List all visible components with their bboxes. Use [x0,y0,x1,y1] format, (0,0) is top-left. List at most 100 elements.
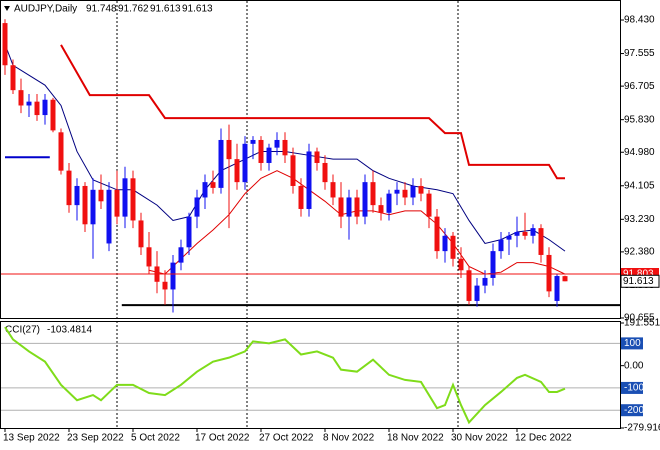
x-tick-label: 23 Sep 2022 [67,433,124,444]
candle-body [506,235,512,240]
candle-body [138,220,144,248]
candle-body [322,162,328,183]
y-tick-label: 93.230 [624,214,655,225]
y-tick-label: 96.705 [624,81,655,92]
candle-body [538,228,544,255]
bid-label: 91.613 [623,276,654,287]
header-close: 91.613 [182,4,213,15]
candle-body [522,231,528,236]
header-high: 91.762 [118,4,149,15]
x-tick-label: 12 Dec 2022 [515,433,572,444]
header-low: 91.613 [150,4,181,15]
candle-body [186,216,192,248]
candle-body [122,178,128,217]
candle-body [450,235,456,259]
candle-body [90,189,96,225]
y-tick-label: -100 [624,383,644,394]
candle-body [50,99,56,131]
y-tick-label: 98.430 [624,15,655,26]
y-tick-label: 191.5512 [624,318,660,329]
x-tick-label: 5 Oct 2022 [131,433,180,444]
candle-body [210,182,216,188]
candle-body [258,139,264,163]
candle-body [2,23,8,66]
x-tick-label: 18 Nov 2022 [387,433,444,444]
candle-body [426,193,432,217]
candle-body [74,185,80,206]
candle-body [474,285,480,301]
candle-body [226,139,232,160]
candle-body [354,197,360,217]
candle-body [362,182,368,217]
candle-body [546,254,552,292]
y-tick-label: 90.655 [624,313,655,324]
y-tick-label: 97.555 [624,48,655,59]
candle-body [18,90,24,106]
candle-body [250,139,256,144]
candle-body [106,189,112,244]
candle-body [202,182,208,198]
x-tick-label: 17 Oct 2022 [195,433,250,444]
candle-body [482,277,488,286]
candle-body [418,185,424,194]
header-open: 91.748 [86,4,117,15]
candle-body [346,197,352,217]
candle-body [82,185,88,225]
x-tick-label: 13 Sep 2022 [3,433,60,444]
candle-body [386,193,392,213]
candle-body [290,155,296,186]
candle-body [402,189,408,198]
candle-body [170,262,176,290]
y-tick-label: -200 [624,405,644,416]
candle-body [466,270,472,301]
candle-body [194,197,200,217]
price-label: 91.803 [623,269,654,280]
candle-body [218,139,224,188]
y-tick-label: 95.830 [624,114,655,125]
symbol-title: AUDJPY,Daily [14,4,77,15]
y-tick-label: 0.00 [624,360,644,371]
candle-body [378,205,384,213]
level-label-box [621,404,643,417]
candle-body [130,178,136,221]
candle-body [458,258,464,271]
candle-body [554,276,560,301]
main-frame [0,0,621,319]
candle-body [146,247,152,267]
candle-body [58,132,64,171]
candle-body [114,189,120,217]
cci-frame [0,321,621,429]
candle-body [442,235,448,252]
candle-body [490,251,496,278]
x-tick-label: 27 Oct 2022 [259,433,314,444]
candle-body [10,65,16,91]
candle-body [530,228,536,236]
y-tick-label: 100 [624,338,641,349]
candle-body [234,159,240,183]
candle-body [370,182,376,206]
x-tick-label: 30 Nov 2022 [451,433,508,444]
candle-body [394,189,400,194]
level-label-box [621,381,643,394]
cci-value: -103.4814 [47,325,92,336]
candle-body [34,101,40,116]
candle-body [434,216,440,252]
x-tick-label: 8 Nov 2022 [323,433,375,444]
y-tick-label: 94.105 [624,180,655,191]
candle-body [514,231,520,236]
candle-body [266,147,272,163]
candle-body [498,239,504,252]
candle-body [26,101,32,106]
cci-line [4,326,566,425]
candle-body [330,182,336,198]
candle-body [42,99,48,116]
candle-body [282,139,288,156]
candle-body [242,143,248,183]
candle-body [562,276,568,282]
bid-label-box [620,274,660,288]
menu-arrow[interactable] [4,6,10,11]
candle-body [66,170,72,206]
candle-body [162,281,168,290]
